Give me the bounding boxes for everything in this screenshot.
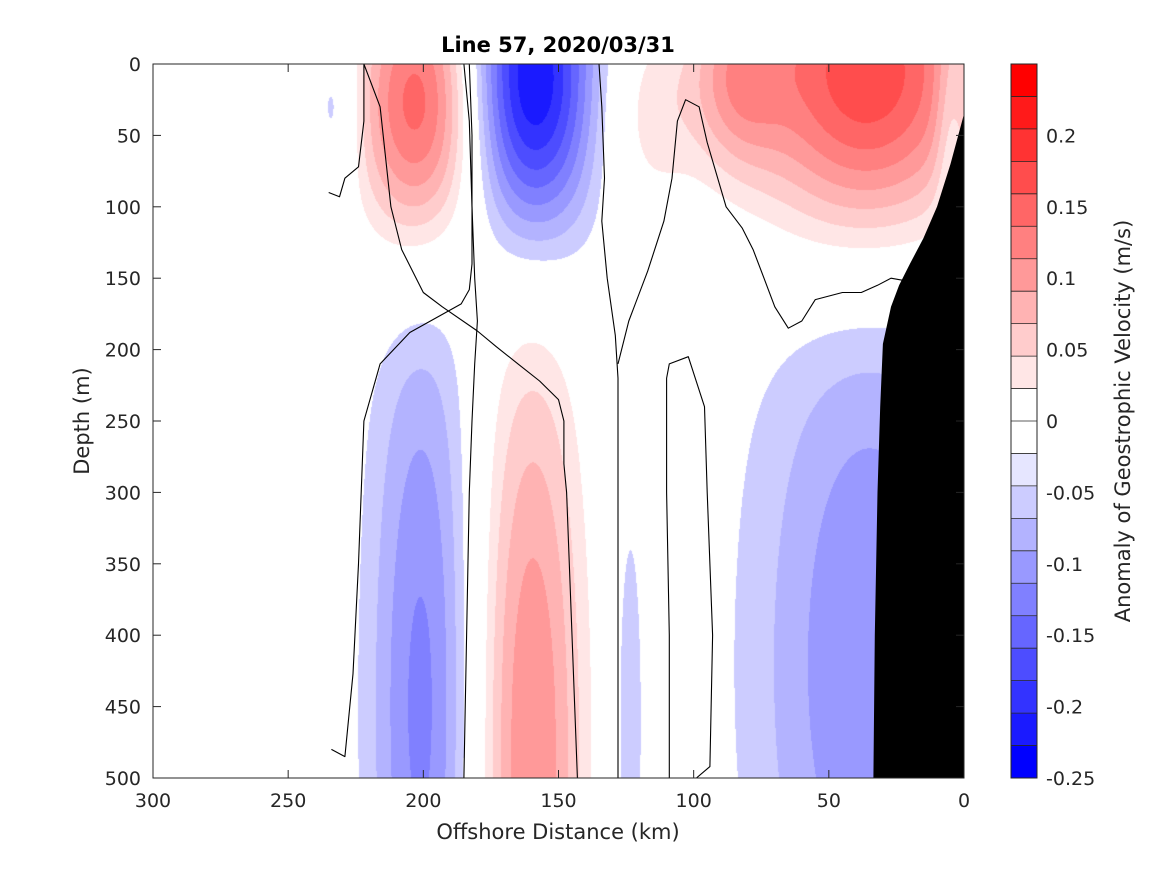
zero-contour-line-1 <box>328 64 365 198</box>
zero-contour-line-3 <box>331 64 473 758</box>
y-tick-label: 350 <box>105 554 141 576</box>
x-tick-label: 300 <box>135 790 171 812</box>
colorbar-tick-label: 0.2 <box>1046 125 1076 147</box>
colorbar-segment <box>1011 518 1037 552</box>
y-tick-label: 200 <box>105 340 141 362</box>
colorbar-tick-label: 0.15 <box>1046 197 1088 219</box>
colorbar-segment <box>1011 356 1037 390</box>
y-tick-label: 100 <box>105 197 141 219</box>
x-axis-label: Offshore Distance (km) <box>436 820 679 844</box>
colorbar-segment <box>1011 226 1037 260</box>
x-tick-label: 50 <box>817 790 841 812</box>
zero-contour-line-4 <box>463 64 478 778</box>
bathymetry-mask <box>873 114 964 778</box>
x-tick-label: 250 <box>270 790 306 812</box>
y-tick-label: 400 <box>105 625 141 647</box>
colorbar-segment <box>1011 193 1037 227</box>
zero-contour-lines <box>328 64 908 778</box>
colorbar-tick-label: -0.15 <box>1046 625 1095 647</box>
y-tick-label: 0 <box>129 54 141 76</box>
y-tick-label: 150 <box>105 268 141 290</box>
colorbar-label: Anomaly of Geostrophic Velocity (m/s) <box>1111 220 1135 623</box>
colorbar-tick-label: 0.1 <box>1046 268 1076 290</box>
colorbar-frame <box>1010 63 1038 779</box>
x-axis: 300 250 200 150 100 50 0 <box>135 64 970 812</box>
colorbar-segment <box>1011 713 1037 747</box>
chart-title: Line 57, 2020/03/31 <box>441 33 675 57</box>
colorbar-tick-label: -0.25 <box>1046 768 1095 790</box>
zero-contour-line-6 <box>666 356 714 778</box>
colorbar-segment <box>1011 161 1037 195</box>
x-tick-label: 100 <box>676 790 712 812</box>
colorbar-segment <box>1011 615 1037 649</box>
colorbar-segment <box>1011 485 1037 519</box>
x-tick-label: 150 <box>540 790 576 812</box>
colorbar-segment <box>1011 453 1037 487</box>
zero-contour-line-5 <box>598 64 619 778</box>
colorbar-segment <box>1011 258 1037 292</box>
x-tick-label: 0 <box>958 790 970 812</box>
colorbar-ticks: -0.25 -0.2 -0.15 -0.1 -0.05 0 0.05 0.1 0.15 0.2 <box>1046 125 1095 790</box>
colorbar-tick-label: 0.05 <box>1046 340 1088 362</box>
colorbar-segment <box>1011 128 1037 162</box>
colorbar <box>1010 63 1038 779</box>
colorbar-segment <box>1011 583 1037 617</box>
colorbar-segment <box>1011 388 1037 422</box>
colorbar-segment <box>1011 291 1037 325</box>
colorbar-tick-label: -0.05 <box>1046 482 1095 504</box>
colorbar-tick-label: -0.1 <box>1046 554 1083 576</box>
zero-contour-line-7 <box>617 99 908 365</box>
colorbar-segment <box>1011 96 1037 130</box>
colorbar-segment <box>1011 550 1037 584</box>
y-tick-label: 50 <box>117 125 141 147</box>
y-axis-label: Depth (m) <box>70 367 94 474</box>
colorbar-segment <box>1011 680 1037 714</box>
x-tick-label: 200 <box>405 790 441 812</box>
y-tick-label: 300 <box>105 482 141 504</box>
y-tick-label: 250 <box>105 411 141 433</box>
plot-area <box>153 64 964 778</box>
y-tick-label: 500 <box>105 768 141 790</box>
colorbar-segment <box>1011 745 1037 779</box>
colorbar-tick-label: 0 <box>1046 411 1058 433</box>
y-axis: 0 50 100 150 200 250 300 350 400 450 500 <box>105 54 964 790</box>
colorbar-segment <box>1011 648 1037 682</box>
colorbar-tick-label: -0.2 <box>1046 697 1083 719</box>
colorbar-segment <box>1011 421 1037 454</box>
velocity-anomaly-field <box>153 64 964 778</box>
y-tick-label: 450 <box>105 697 141 719</box>
colorbar-segment <box>1011 64 1037 97</box>
colorbar-segment <box>1011 323 1037 357</box>
zero-contour-line-2 <box>363 64 578 778</box>
